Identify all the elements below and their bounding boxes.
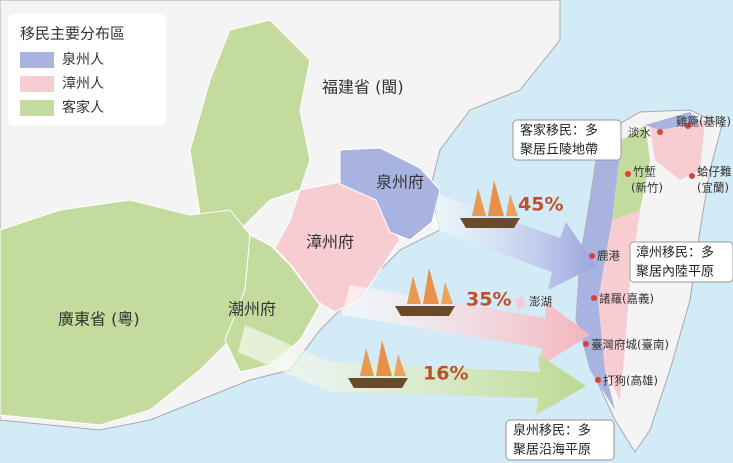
region-label: 福建省 (閩)	[322, 78, 404, 97]
callout-text: 聚居沿海平原	[513, 443, 591, 458]
city-label: (新竹)	[631, 181, 663, 195]
city-label: 諸羅(嘉義)	[599, 292, 654, 306]
taiwan-zhangzhou-ne	[650, 120, 705, 180]
region-label: 漳州府	[306, 233, 354, 252]
callout-text: 泉州移民：多	[513, 423, 591, 439]
percent: 16%	[423, 363, 468, 385]
city-label: 打狗(高雄)	[603, 374, 658, 388]
hakka-fujian	[189, 19, 311, 231]
region-label: 澎湖	[529, 295, 552, 309]
callout-text: 漳州移民：多	[636, 245, 714, 261]
legend: 移民主要分布區 泉州人 漳州人 客家人	[8, 14, 166, 126]
legend-title: 移民主要分布區	[20, 25, 125, 43]
city-label: 雞籠(基隆)	[676, 115, 731, 129]
legend-swatch	[20, 100, 54, 116]
callout: 泉州移民：多 聚居沿海平原	[505, 419, 615, 461]
region-label: 潮州府	[228, 300, 276, 319]
city-dots	[583, 123, 695, 383]
callout: 客家移民：多 聚居丘陵地帶	[512, 119, 622, 161]
arrow-hakka	[238, 325, 586, 415]
city-label: 竹塹	[633, 165, 656, 179]
city-label: 鹿港	[597, 249, 620, 263]
arrow-zhangzhou	[342, 285, 590, 366]
city-label: 蛤仔難	[697, 165, 732, 179]
quanzhou-area	[339, 147, 441, 241]
legend-label: 漳州人	[62, 75, 104, 92]
legend-label: 客家人	[62, 99, 104, 116]
city-label: 臺灣府城(臺南)	[591, 338, 669, 352]
legend-label: 泉州人	[62, 51, 104, 68]
legend-swatch	[20, 76, 54, 92]
callout-text: 客家移民：多	[520, 123, 598, 139]
callout-text: 聚居內陸平原	[636, 264, 714, 280]
region-label: 泉州府	[376, 173, 424, 192]
callout: 漳州移民：多 聚居內陸平原	[629, 241, 733, 283]
city-label: (宜蘭)	[697, 181, 729, 195]
percent: 35%	[466, 289, 511, 311]
penghu	[515, 296, 526, 310]
percent: 45%	[518, 194, 563, 216]
legend-swatch	[20, 52, 54, 68]
city-label: 淡水	[628, 126, 651, 140]
taiwan-quanzhou-n	[645, 112, 700, 130]
callout-text: 聚居丘陵地帶	[520, 143, 598, 158]
region-label: 廣東省 (粵)	[58, 310, 140, 329]
